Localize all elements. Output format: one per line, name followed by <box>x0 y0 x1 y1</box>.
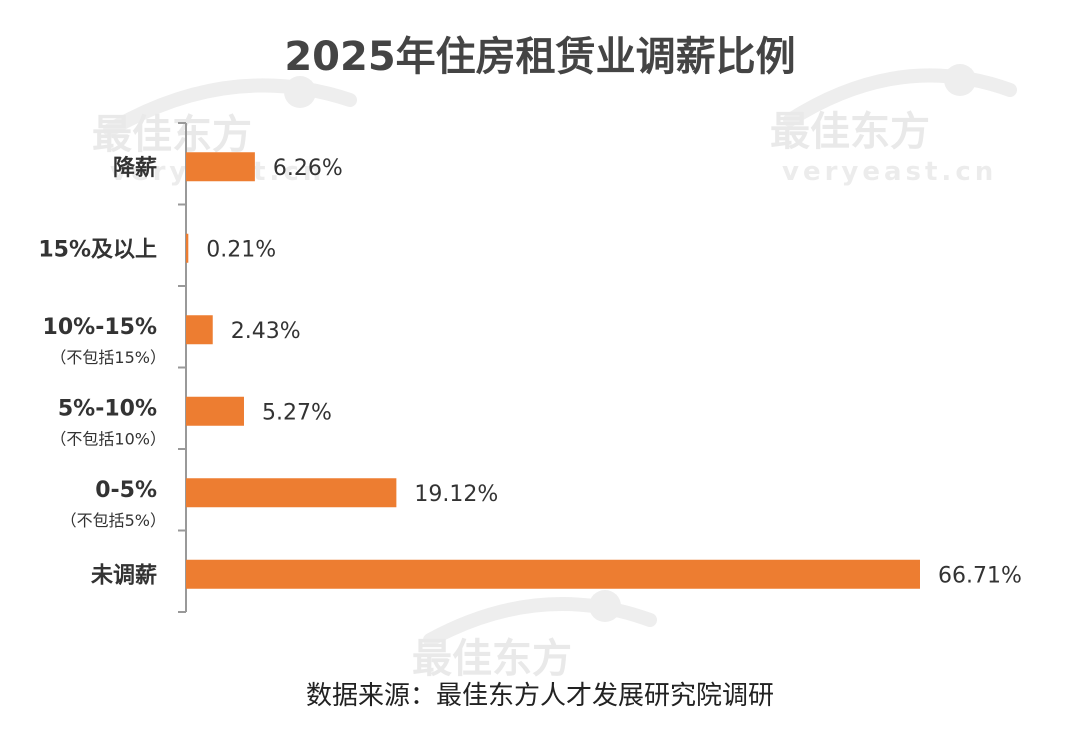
watermark-brand-right: 最佳东方 <box>770 109 930 155</box>
category-label: 0-5% <box>95 478 157 503</box>
category-sublabel: （不包括15%） <box>50 348 166 367</box>
bar-group <box>186 152 920 589</box>
value-label-group: 6.26% 0.21% 2.43% 5.27% 19.12% 66.71% <box>206 156 1022 589</box>
source-note: 数据来源：最佳东方人才发展研究院调研 <box>305 681 774 711</box>
y-axis-ticks <box>178 122 186 613</box>
watermark-domain-right: veryeast.cn <box>782 157 997 187</box>
watermark-layer: 最佳东方 veryeast.cn 最佳东方 veryeast.cn 最佳东方 <box>92 64 1017 682</box>
category-sublabel: （不包括10%） <box>50 429 166 448</box>
watermark-brand-bottom: 最佳东方 <box>412 636 572 682</box>
watermark-right: 最佳东方 veryeast.cn <box>770 64 1017 187</box>
category-sublabel: （不包括5%） <box>61 511 166 530</box>
category-label: 5%-10% <box>58 396 157 421</box>
value-label: 6.26% <box>273 156 343 181</box>
watermark-bottom: 最佳东方 <box>412 590 657 682</box>
watermark-brand-left: 最佳东方 <box>92 112 252 158</box>
value-label: 66.71% <box>938 563 1022 588</box>
category-label: 10%-15% <box>43 315 157 340</box>
category-label: 未调薪 <box>91 562 157 588</box>
bar <box>186 396 244 426</box>
bar <box>186 315 213 345</box>
value-label: 5.27% <box>262 400 332 425</box>
bar <box>186 559 920 589</box>
chart-title: 2025年住房租赁业调薪比例 <box>284 34 796 80</box>
watermark-left: 最佳东方 veryeast.cn <box>92 76 357 187</box>
value-label: 19.12% <box>414 482 498 507</box>
category-label: 降薪 <box>113 155 157 181</box>
bar <box>186 152 255 182</box>
bar <box>186 478 397 508</box>
category-label-group: 降薪 15%及以上 10%-15% （不包括15%） 5%-10% （不包括10%） 0-5… <box>38 155 166 589</box>
category-label: 15%及以上 <box>38 237 157 262</box>
bar <box>186 233 189 263</box>
value-label: 2.43% <box>231 319 301 344</box>
value-label: 0.21% <box>206 237 276 262</box>
